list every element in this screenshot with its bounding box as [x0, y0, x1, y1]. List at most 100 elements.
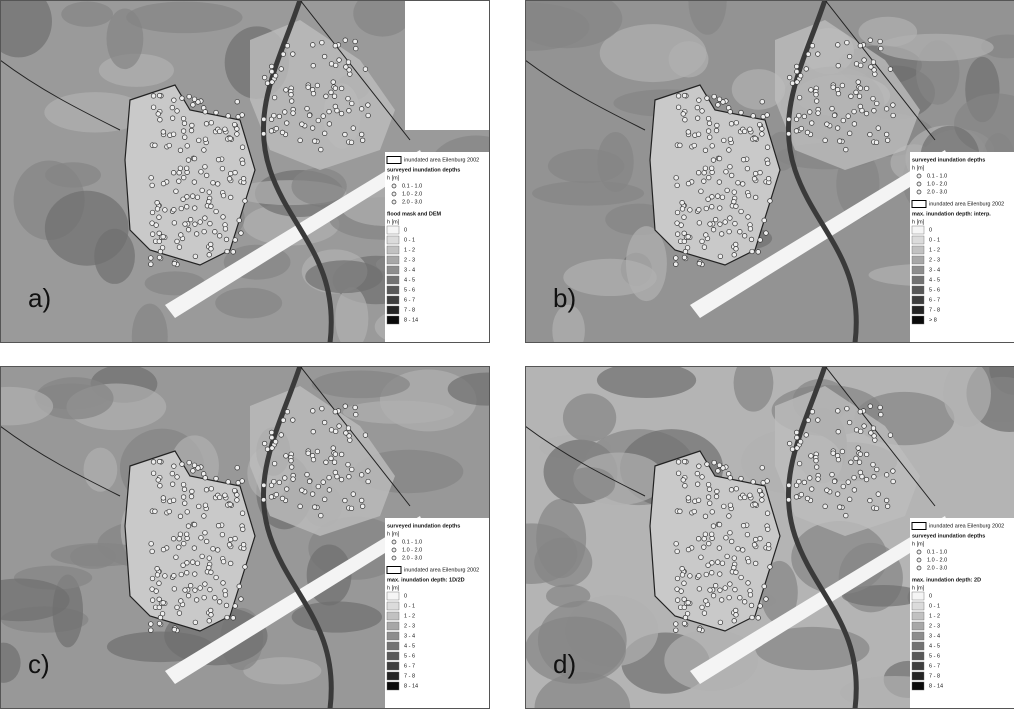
- legend-background: [385, 152, 490, 343]
- survey-point: [198, 586, 203, 591]
- survey-point: [215, 548, 220, 553]
- survey-point: [752, 542, 757, 547]
- survey-point: [351, 126, 356, 131]
- survey-point: [891, 103, 896, 108]
- survey-point: [192, 156, 197, 161]
- class-swatch: [912, 236, 924, 244]
- survey-point: [686, 547, 691, 552]
- survey-point: [676, 94, 681, 99]
- survey-point: [324, 460, 329, 465]
- survey-point: [750, 249, 755, 254]
- point-symbol: [917, 566, 921, 570]
- survey-point: [194, 232, 199, 237]
- survey-point: [799, 126, 804, 131]
- survey-point: [711, 227, 716, 232]
- survey-point: [209, 120, 214, 125]
- survey-point: [686, 181, 691, 186]
- terrain-patch: [335, 287, 368, 350]
- survey-point: [172, 221, 177, 226]
- legend-label: 4 - 5: [929, 277, 940, 283]
- survey-point: [733, 221, 738, 226]
- survey-point: [327, 122, 332, 127]
- legend-label: 0 - 1: [404, 603, 415, 609]
- class-swatch: [912, 642, 924, 650]
- survey-point: [243, 565, 248, 570]
- survey-point: [830, 106, 835, 111]
- survey-point: [203, 164, 208, 169]
- survey-point: [885, 504, 890, 509]
- survey-point: [240, 113, 245, 118]
- survey-point: [329, 456, 334, 461]
- survey-point: [203, 109, 208, 114]
- survey-point: [885, 138, 890, 143]
- survey-point: [223, 127, 228, 132]
- survey-point: [228, 537, 233, 542]
- legend: inundated area Eilenburg 2002surveyed in…: [910, 518, 1014, 709]
- survey-point: [270, 435, 275, 440]
- survey-point: [192, 572, 197, 577]
- survey-point: [181, 495, 186, 500]
- legend-label: 0 - 1: [929, 237, 940, 243]
- terrain-patch: [215, 288, 282, 319]
- legend-title: max. inundation depth: 1D/2D: [387, 577, 465, 583]
- survey-point: [217, 600, 222, 605]
- survey-point: [845, 406, 850, 411]
- legend-label: inundated area Eilenburg 2002: [929, 201, 1004, 207]
- legend-label: 2 - 3: [404, 257, 415, 263]
- survey-point: [717, 546, 722, 551]
- survey-point: [161, 181, 166, 186]
- survey-point: [707, 135, 712, 140]
- survey-point: [837, 505, 842, 510]
- survey-point: [823, 504, 828, 509]
- survey-point: [193, 588, 198, 593]
- legend-title: flood mask and DEM: [387, 211, 442, 217]
- survey-point: [178, 233, 183, 238]
- survey-point: [157, 255, 162, 260]
- legend-unit: h [m]: [387, 219, 400, 225]
- legend-label: 3 - 4: [404, 633, 415, 639]
- legend-label: 7 - 8: [404, 673, 415, 679]
- survey-point: [199, 535, 204, 540]
- survey-point: [760, 493, 765, 498]
- survey-point: [333, 43, 338, 48]
- survey-point: [182, 121, 187, 126]
- survey-point: [310, 409, 315, 414]
- survey-point: [786, 497, 791, 502]
- survey-point: [186, 227, 191, 232]
- survey-point: [675, 598, 680, 603]
- survey-point: [203, 582, 208, 587]
- survey-point: [214, 575, 219, 580]
- survey-point: [675, 232, 680, 237]
- survey-point: [758, 238, 763, 243]
- survey-point: [729, 539, 734, 544]
- survey-point: [262, 483, 267, 488]
- survey-point: [815, 418, 820, 423]
- survey-point: [682, 93, 687, 98]
- survey-point: [346, 96, 351, 101]
- survey-point: [714, 128, 719, 133]
- survey-point: [709, 532, 714, 537]
- class-swatch: [387, 236, 399, 244]
- legend-title: max. inundation depth: interp.: [912, 211, 991, 217]
- survey-point: [712, 94, 717, 99]
- survey-point: [718, 254, 723, 259]
- survey-point: [156, 112, 161, 117]
- survey-point: [732, 618, 737, 623]
- survey-point: [306, 85, 311, 90]
- survey-point: [680, 566, 685, 571]
- survey-point: [794, 430, 799, 435]
- survey-point: [281, 418, 286, 423]
- survey-point: [739, 476, 744, 481]
- survey-point: [703, 148, 708, 153]
- survey-point: [178, 148, 183, 153]
- survey-point: [695, 482, 700, 487]
- survey-point: [194, 598, 199, 603]
- survey-point: [856, 80, 861, 85]
- survey-point: [717, 522, 722, 527]
- survey-point: [186, 524, 191, 529]
- survey-point: [733, 242, 738, 247]
- survey-point: [836, 91, 841, 96]
- survey-point: [223, 493, 228, 498]
- survey-point: [674, 262, 679, 267]
- survey-point: [300, 122, 305, 127]
